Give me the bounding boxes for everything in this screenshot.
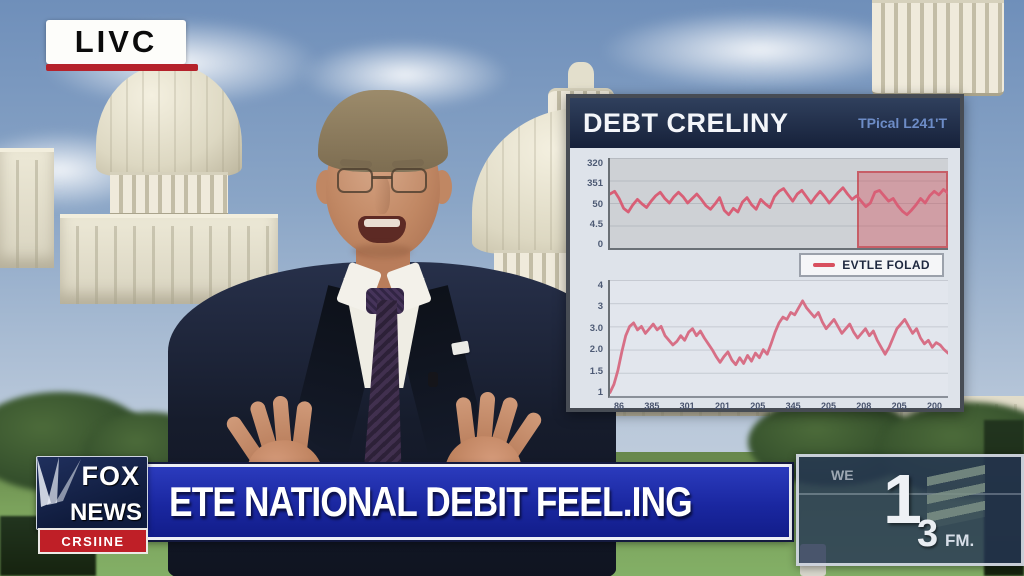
chin-shadow — [352, 244, 412, 258]
chart-header: DEBT CRELINY TPical L241'T — [570, 98, 960, 148]
network-logo: FOX NEWS CRSIINE — [36, 456, 152, 560]
upper-plot-area — [608, 158, 948, 250]
x-tick: 205 — [891, 401, 907, 411]
headline: ETE NATIONAL DEBIT FEEL.ING — [169, 478, 693, 525]
y-tick: 4.5 — [589, 218, 603, 230]
y-tick: 0 — [597, 239, 603, 250]
watermark-small-text: WE — [831, 467, 854, 483]
highlight-region — [856, 170, 948, 248]
legend-line-swatch — [813, 263, 836, 267]
chart-legend: EVTLE FOLAD — [799, 253, 944, 277]
chart-body: 320 351 50 4.5 0 EVTLE FOLAD — [570, 148, 960, 416]
x-tick: 200 — [926, 401, 942, 411]
glasses-lens — [337, 168, 373, 193]
x-tick: 345 — [785, 401, 801, 411]
y-tick: 351 — [587, 178, 603, 190]
y-tick: 50 — [592, 198, 603, 210]
upper-chart: 320 351 50 4.5 0 — [576, 158, 948, 250]
lower-chart: 4 3 3.0 2.0 1.5 1 — [576, 280, 948, 398]
upper-y-axis: 320 351 50 4.5 0 — [576, 158, 608, 250]
chart-subtitle: TPical L241'T — [858, 115, 947, 131]
data-line — [610, 188, 948, 215]
network-logo-box: FOX NEWS — [36, 456, 148, 530]
mouth-open — [358, 216, 406, 243]
dome-lantern — [568, 62, 594, 92]
cupola-top-right — [872, 0, 1004, 96]
power-line — [799, 493, 1021, 495]
x-tick: 208 — [856, 401, 872, 411]
logo-text-fox: FOX — [81, 461, 140, 491]
watermark-suffix: FM. — [945, 531, 975, 550]
chart-title: DEBT CRELINY — [583, 107, 789, 138]
cloud — [600, 10, 920, 90]
chart-panel: DEBT CRELINY TPical L241'T 320 351 50 4.… — [566, 94, 964, 412]
legend-row: EVTLE FOLAD — [576, 250, 948, 280]
watermark-digit-1: 1 — [883, 460, 922, 538]
y-tick: 1.5 — [589, 365, 603, 377]
lower-third-banner: ETE NATIONAL DEBIT FEEL.ING — [142, 464, 792, 540]
clip-microphone — [428, 372, 438, 387]
logo-tagline: CRSIINE — [38, 528, 148, 554]
legend-label: EVTLE FOLAD — [842, 258, 930, 272]
x-tick: 86 — [614, 401, 625, 411]
y-tick: 2.0 — [589, 344, 603, 356]
data-line — [610, 301, 948, 393]
y-tick: 3.0 — [589, 322, 603, 334]
teeth — [364, 219, 400, 227]
x-tick: 201 — [714, 401, 730, 411]
nose-shadow — [374, 176, 390, 214]
lower-plot-area — [608, 280, 948, 398]
upper-line-chart — [610, 158, 948, 248]
y-tick: 320 — [587, 158, 603, 169]
station-watermark: WE 1 3 FM. — [796, 454, 1024, 566]
x-tick: 301 — [679, 401, 695, 411]
dome-cap — [96, 64, 242, 176]
glasses-lens — [391, 168, 427, 193]
glasses-bridge — [372, 176, 392, 179]
tower-columns — [0, 160, 54, 268]
lower-line-chart — [610, 280, 948, 396]
hair — [318, 90, 448, 172]
x-tick: 205 — [750, 401, 766, 411]
tower-left — [0, 148, 54, 268]
lower-y-axis: 4 3 3.0 2.0 1.5 1 — [576, 280, 608, 398]
x-tick: 205 — [820, 401, 836, 411]
y-tick: 3 — [597, 301, 603, 313]
watermark-digit-3: 3 — [917, 513, 939, 555]
y-tick: 1 — [597, 386, 603, 398]
x-axis: 86 385 301 201 205 345 205 208 205 200 — [576, 398, 948, 414]
y-tick: 4 — [597, 280, 603, 291]
logo-text-news: NEWS — [70, 499, 142, 526]
live-badge-underline — [46, 64, 198, 71]
x-tick: 385 — [644, 401, 660, 411]
live-badge: LIVC — [46, 20, 186, 64]
searchlight-beams-icon — [37, 457, 81, 507]
